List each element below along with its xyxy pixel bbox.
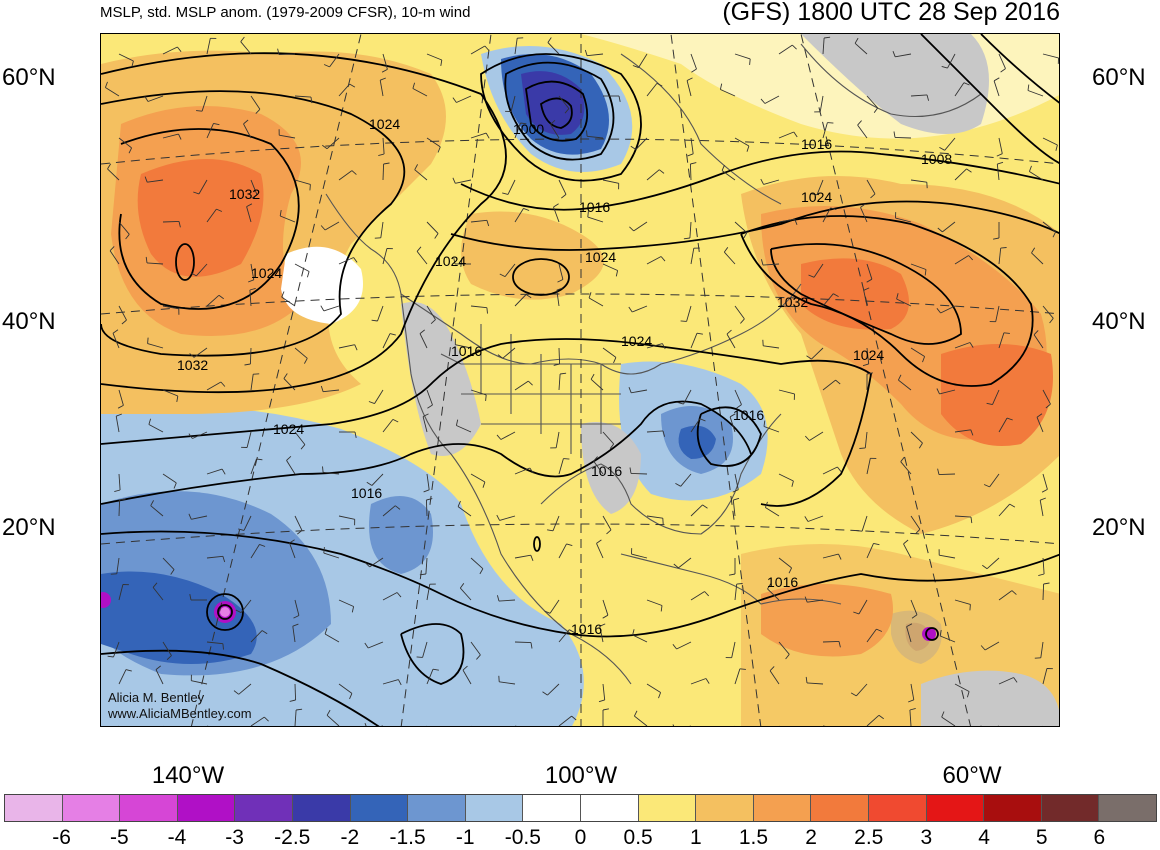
anomaly-shading [101,34,1059,726]
colorbar-tick-label: -2 [340,826,360,849]
colorbar-tick-label: -3 [225,826,244,849]
colorbar-swatch [753,795,812,821]
isobar-label: 1000 [513,121,544,137]
colorbar [4,794,1157,822]
map-title: MSLP, std. MSLP anom. (1979-2009 CFSR), … [100,4,471,21]
lon-label-140w: 140°W [151,762,225,789]
colorbar-swatch [580,795,639,821]
valid-time-title: (GFS) 1800 UTC 28 Sep 2016 [722,0,1060,26]
colorbar-swatch [465,795,524,821]
credit-name: Alicia M. Bentley [108,690,205,705]
map-canvas: 1024 1032 1024 1032 1024 1000 1016 1016 … [101,34,1059,726]
colorbar-swatch [1099,795,1156,821]
colorbar-tick-label: 2.5 [854,826,884,849]
map-panel[interactable]: 1024 1032 1024 1032 1024 1000 1016 1016 … [100,33,1060,727]
isobar-label: 1024 [621,333,652,349]
colorbar-tick-label: -1.5 [389,826,426,849]
colorbar-swatch [696,795,754,821]
isobar-label: 1032 [229,186,260,202]
lat-label-60n-right: 60°N [1092,64,1146,91]
isobar-label: 1024 [801,189,832,205]
wind-barbs [104,36,1059,726]
colorbar-swatch [984,795,1042,821]
isobar-label: 1016 [767,574,798,590]
colorbar-tick-label: 5 [1035,826,1048,849]
colorbar-tick-label: 0.5 [623,826,653,849]
colorbar-swatch [868,795,927,821]
isobar-labels: 1024 1032 1024 1032 1024 1000 1016 1016 … [177,116,952,637]
lat-label-20n-right: 20°N [1092,514,1146,541]
colorbar-swatch [5,795,63,821]
colorbar-tick-label: -1 [455,826,475,849]
lon-label-100w: 100°W [544,762,618,789]
isobar-label: 1016 [451,343,482,359]
isobar-label: 1032 [777,294,808,310]
coastlines [325,43,982,685]
credit-url[interactable]: www.AliciaMBentley.com [108,706,252,721]
colorbar-tick-label: -6 [52,826,71,849]
lon-label-60w: 60°W [942,762,1002,789]
colorbar-tick-label: -0.5 [504,826,541,849]
colorbar-swatch [523,795,581,821]
colorbar-tick-label: -2.5 [274,826,311,849]
isobar-label: 1024 [435,253,466,269]
isobar-label: 1024 [585,249,616,265]
colorbar-swatch [638,795,697,821]
lat-label-40n-right: 40°N [1092,308,1146,335]
colorbar-swatch [811,795,869,821]
isobar-label: 1016 [351,485,382,501]
isobar-label: 1016 [733,407,764,423]
isobar-label: 1016 [579,199,610,215]
isobar-label: 1008 [921,151,952,167]
colorbar-swatch [926,795,985,821]
isobar-label: 1016 [591,463,622,479]
colorbar-swatch [1041,795,1100,821]
isobar-label: 1016 [801,136,832,152]
colorbar-tick-label: 2 [805,826,817,849]
colorbar-tick-label: 0 [574,826,587,849]
isobar-label: 1024 [251,265,282,281]
isobar-label: 1024 [853,347,884,363]
colorbar-tick-label: 4 [978,826,990,849]
colorbar-swatch [120,795,178,821]
graticule [101,34,1059,726]
colorbar-swatch [292,795,351,821]
colorbar-tick-label: 1 [689,826,702,849]
isobar-label: 1024 [273,421,304,437]
colorbar-tick-label: 1.5 [738,826,769,849]
colorbar-tick-label: 3 [920,826,933,849]
lat-label-40n-left: 40°N [2,308,56,335]
isobar-label: 1032 [177,357,208,373]
lat-label-60n-left: 60°N [2,64,56,91]
isobar-label: 1024 [369,116,400,132]
isobars [101,34,1059,726]
colorbar-swatch [408,795,466,821]
lat-label-20n-left: 20°N [2,514,56,541]
isobar-label: 1016 [571,621,602,637]
colorbar-swatch [235,795,293,821]
colorbar-tick-label: -4 [167,826,187,849]
colorbar-swatch [350,795,409,821]
colorbar-tick-label: -5 [109,826,129,849]
colorbar-tick-label: 6 [1093,826,1106,849]
colorbar-swatch [62,795,121,821]
colorbar-swatch [177,795,236,821]
